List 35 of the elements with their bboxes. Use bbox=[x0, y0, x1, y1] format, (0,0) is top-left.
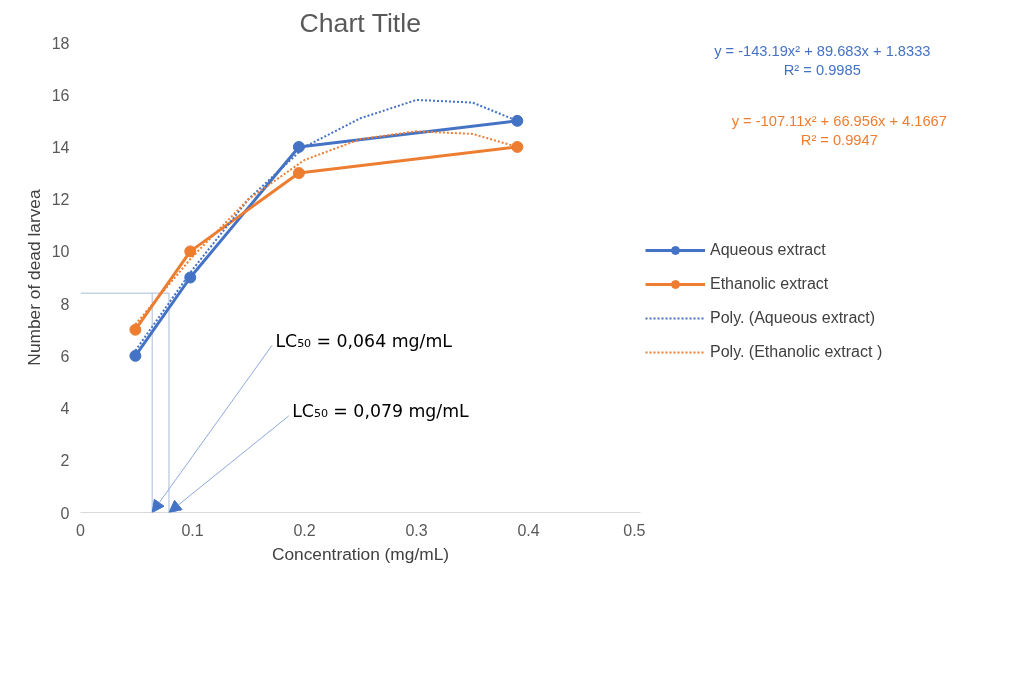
y-tick-label: 8 bbox=[60, 295, 70, 313]
point bbox=[129, 349, 142, 362]
chart-title: Chart Title bbox=[299, 7, 422, 38]
text: y = -107.11x² + 66.956x + 4.1667 R² = 0.9947 bbox=[731, 113, 947, 149]
y-tick-label: 18 bbox=[51, 34, 70, 52]
text: y = -143.19x² + 89.683x + 1.8333 R² = 0.9985 bbox=[714, 42, 931, 78]
x-tick-label: 0.3 bbox=[405, 521, 428, 539]
point bbox=[184, 271, 197, 284]
y-tick-label: 16 bbox=[51, 86, 70, 104]
legend-label: Ethanolic extract bbox=[710, 275, 829, 293]
point bbox=[184, 245, 197, 258]
y-tick-label: 12 bbox=[51, 191, 70, 209]
y-tick-label: 14 bbox=[51, 138, 70, 156]
y-tick-label: 10 bbox=[51, 243, 70, 261]
point bbox=[292, 167, 305, 180]
legend-label: Aqueous extract bbox=[710, 241, 826, 259]
legend-label: Poly. (Ethanolic extract ) bbox=[710, 343, 883, 361]
x-tick-label: 0.5 bbox=[623, 521, 646, 539]
legend-label: Poly. (Aqueous extract) bbox=[710, 309, 876, 327]
point bbox=[511, 114, 524, 127]
y-tick-label: 4 bbox=[60, 400, 70, 418]
annotation: LC₅₀ = 0,079 mg/mL bbox=[292, 401, 470, 422]
point bbox=[292, 140, 305, 153]
y-tick-label: 0 bbox=[60, 504, 70, 522]
point bbox=[511, 140, 524, 153]
y-tick-label: 2 bbox=[60, 452, 70, 470]
x-tick-label: 0.2 bbox=[293, 521, 316, 539]
annotation: LC₅₀ = 0,064 mg/mL bbox=[275, 330, 453, 351]
x-tick-label: 0.4 bbox=[517, 521, 540, 539]
x-tick-label: 0 bbox=[76, 521, 86, 539]
y-axis-title: Number of dead larvea bbox=[23, 189, 44, 366]
x-tick-label: 0.1 bbox=[181, 521, 204, 539]
y-tick-label: 6 bbox=[60, 347, 70, 365]
x-axis-title: Concentration (mg/mL) bbox=[271, 543, 450, 564]
point bbox=[129, 323, 142, 336]
